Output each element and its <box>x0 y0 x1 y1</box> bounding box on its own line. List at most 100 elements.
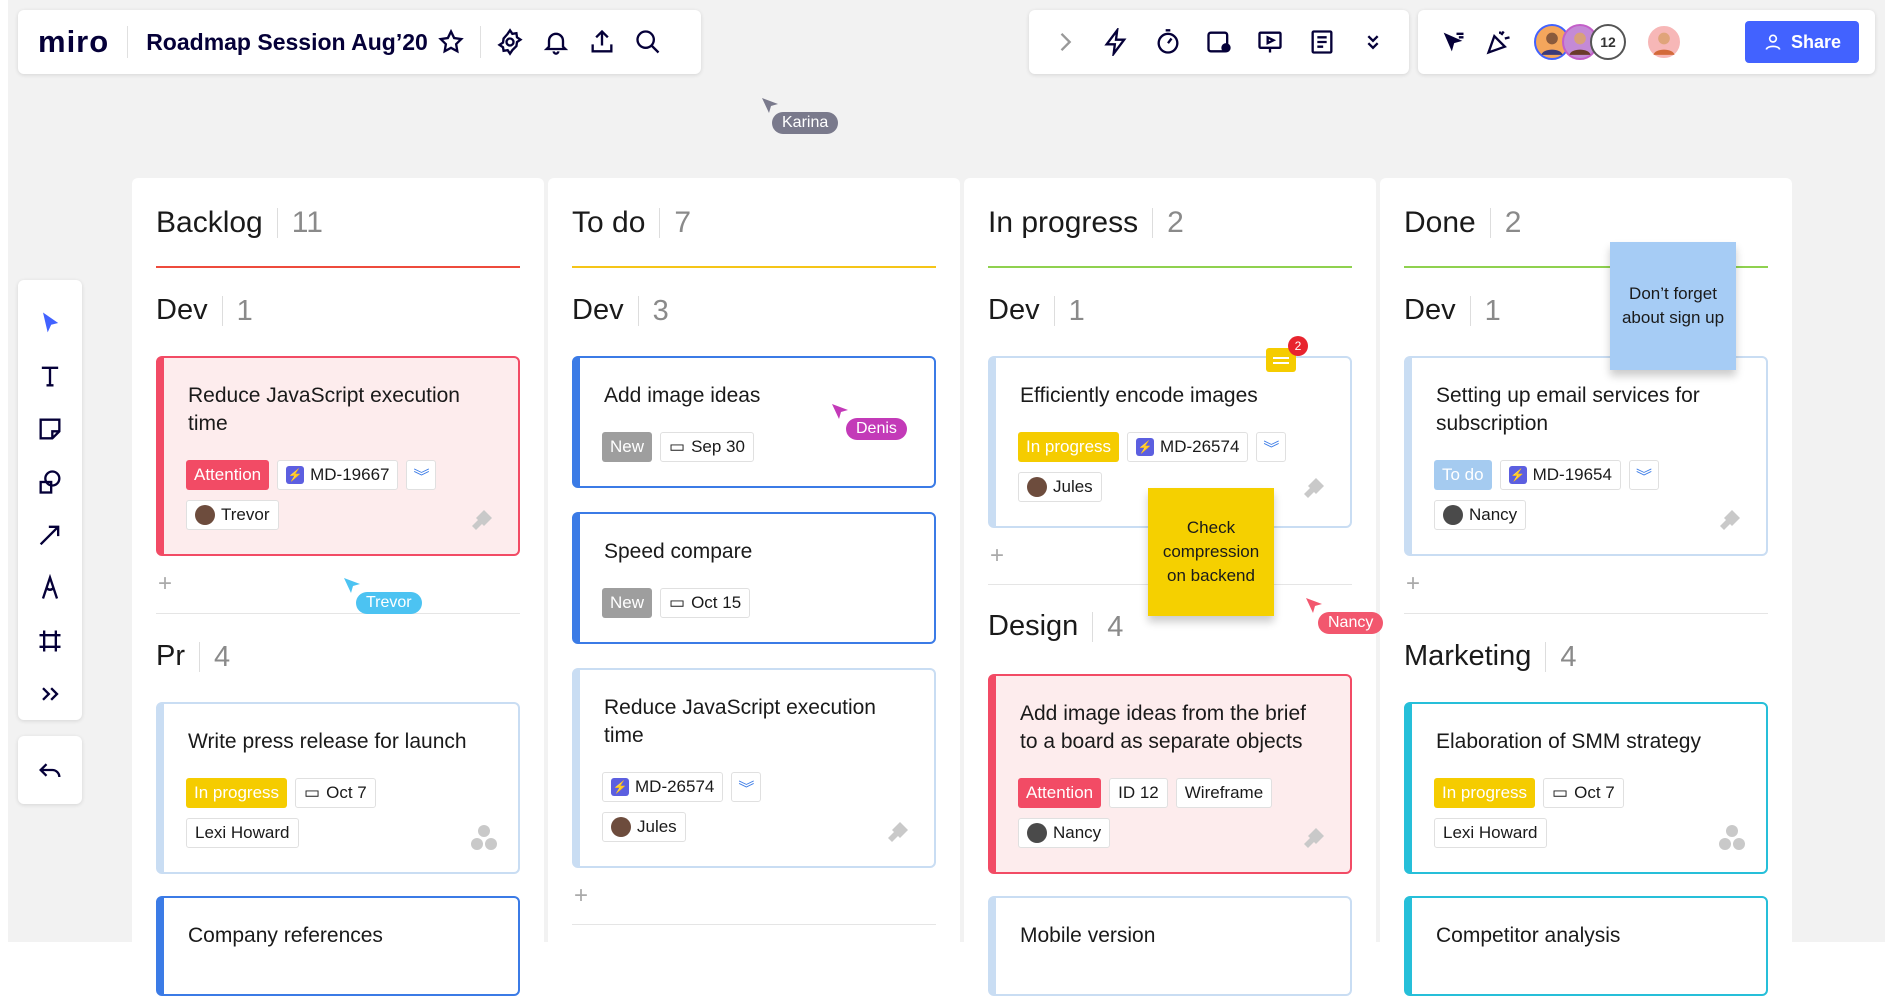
task-card[interactable]: Write press release for launch In progre… <box>156 702 520 874</box>
star-icon[interactable] <box>428 19 474 65</box>
group-title[interactable]: Dev <box>572 294 624 326</box>
column-title[interactable]: To do <box>572 206 646 239</box>
sticky-note[interactable]: Check compression on backend <box>1148 488 1274 616</box>
column-header: Backlog 11 <box>156 206 323 240</box>
priority-icon[interactable]: ︾ <box>1256 432 1287 462</box>
user-avatar[interactable] <box>1646 24 1682 60</box>
card-add-icon[interactable] <box>1196 19 1242 65</box>
jira-key[interactable]: ⚡ MD-26574 <box>1127 432 1249 462</box>
undo-icon[interactable] <box>27 747 73 793</box>
task-card[interactable]: Setting up email services for subscripti… <box>1404 356 1768 556</box>
task-card[interactable]: Mobile version <box>988 896 1352 996</box>
group-title[interactable]: Design <box>988 610 1079 642</box>
task-card[interactable]: Elaboration of SMM strategy In progress … <box>1404 702 1768 874</box>
task-card[interactable]: Company references <box>156 896 520 996</box>
assignee-chip[interactable]: Lexi Howard <box>186 818 299 848</box>
sticky-note[interactable]: Don’t forget about sign up <box>1610 242 1736 370</box>
share-button[interactable]: Share <box>1744 21 1859 63</box>
date-chip[interactable]: ▭ Oct 15 <box>660 588 751 618</box>
id-chip[interactable]: ID 12 <box>1109 778 1168 808</box>
add-card-icon[interactable]: + <box>574 882 589 909</box>
board-title[interactable]: Roadmap Session Aug’20 <box>146 28 428 55</box>
task-card[interactable]: Reduce JavaScript execution time Attenti… <box>156 356 520 556</box>
calendar-icon: ▭ <box>669 437 686 456</box>
presentation-icon[interactable] <box>1247 19 1293 65</box>
jira-logo-icon <box>888 822 908 842</box>
date-chip[interactable]: ▭ Sep 30 <box>660 432 754 462</box>
bell-icon[interactable] <box>533 19 579 65</box>
task-card[interactable]: Speed compare New ▭ Oct 15 <box>572 512 936 644</box>
status-badge[interactable]: Attention <box>186 460 270 490</box>
date-chip[interactable]: ▭ Oct 7 <box>1543 778 1624 808</box>
settings-icon[interactable] <box>487 19 533 65</box>
miro-logo[interactable]: miro <box>38 24 110 59</box>
cursor-filter-icon[interactable] <box>1430 19 1476 65</box>
card-title: Efficiently encode images <box>1020 384 1258 407</box>
jira-key[interactable]: ⚡ MD-19654 <box>1499 460 1621 490</box>
jira-key[interactable]: ⚡ MD-19667 <box>277 460 399 490</box>
assignee-chip[interactable]: Jules <box>602 812 686 842</box>
notes-icon[interactable] <box>1299 19 1345 65</box>
creation-toolbar <box>18 280 82 720</box>
status-badge[interactable]: Attention <box>1018 778 1102 808</box>
assignee-chip[interactable]: Nancy <box>1434 500 1527 530</box>
add-card-icon[interactable]: + <box>990 542 1005 569</box>
task-card[interactable]: Competitor analysis <box>1404 896 1768 996</box>
status-badge[interactable]: New <box>602 588 653 618</box>
priority-icon[interactable]: ︾ <box>731 772 762 802</box>
cursor-label: Nancy <box>1318 612 1384 634</box>
lightning-icon[interactable] <box>1093 19 1139 65</box>
group-title[interactable]: Pr <box>156 640 185 672</box>
frame-icon[interactable] <box>27 614 73 667</box>
comment-icon[interactable] <box>1266 348 1296 372</box>
chevron-right-icon[interactable] <box>1042 19 1088 65</box>
avatar-count-badge[interactable]: 12 <box>1590 24 1626 60</box>
assignee-chip[interactable]: Jules <box>1018 472 1102 502</box>
group-title[interactable]: Dev <box>1404 294 1456 326</box>
label-chip[interactable]: Wireframe <box>1175 778 1273 808</box>
assignee-chip[interactable]: Trevor <box>186 500 279 530</box>
pen-icon[interactable] <box>27 561 73 614</box>
card-tags: New ▭ Oct 15 <box>602 588 751 618</box>
collaboration-toolbar: 12 Share <box>1418 10 1875 74</box>
assignee-chip[interactable]: Lexi Howard <box>1434 818 1547 848</box>
priority-icon[interactable]: ︾ <box>406 460 437 490</box>
status-badge[interactable]: In progress <box>1018 432 1120 462</box>
assignee-chip[interactable]: Nancy <box>1018 818 1111 848</box>
more-tools-icon[interactable] <box>27 667 73 720</box>
shapes-icon[interactable] <box>27 455 73 508</box>
select-tool-icon[interactable] <box>27 296 73 349</box>
column-title[interactable]: Backlog <box>156 206 263 239</box>
add-card-icon[interactable]: + <box>158 570 173 597</box>
column-title[interactable]: In progress <box>988 206 1139 239</box>
upload-icon[interactable] <box>579 19 625 65</box>
group-title[interactable]: Marketing <box>1404 640 1532 672</box>
group-count: 1 <box>1053 295 1085 326</box>
task-card[interactable]: Reduce JavaScript execution time ⚡ MD-265… <box>572 668 936 868</box>
jira-key[interactable]: ⚡ MD-26574 <box>602 772 724 802</box>
connector-icon[interactable] <box>27 508 73 561</box>
group-title[interactable]: Dev <box>156 294 208 326</box>
apps-toolbar <box>1029 10 1409 74</box>
status-badge[interactable]: To do <box>1434 460 1492 490</box>
status-badge[interactable]: New <box>602 432 653 462</box>
sticky-note-icon[interactable] <box>27 402 73 455</box>
date-chip[interactable]: ▭ Oct 7 <box>295 778 376 808</box>
task-card[interactable]: Add image ideas from the brief to a boar… <box>988 674 1352 874</box>
divider <box>156 613 520 614</box>
chevron-double-down-icon[interactable] <box>1350 19 1396 65</box>
priority-icon[interactable]: ︾ <box>1628 460 1659 490</box>
status-badge[interactable]: In progress <box>1434 778 1536 808</box>
avatar[interactable] <box>1534 24 1570 60</box>
column-title[interactable]: Done <box>1404 206 1476 239</box>
card-title: Elaboration of SMM strategy <box>1436 730 1701 753</box>
status-badge[interactable]: In progress <box>186 778 288 808</box>
timer-icon[interactable] <box>1145 19 1191 65</box>
celebrate-icon[interactable] <box>1476 19 1522 65</box>
task-card[interactable]: Efficiently encode images In progress ⚡ M… <box>988 356 1352 528</box>
search-icon[interactable] <box>625 19 671 65</box>
add-card-icon[interactable]: + <box>1406 570 1421 597</box>
column-color-line <box>156 266 520 268</box>
text-tool-icon[interactable] <box>27 349 73 402</box>
group-title[interactable]: Dev <box>988 294 1040 326</box>
